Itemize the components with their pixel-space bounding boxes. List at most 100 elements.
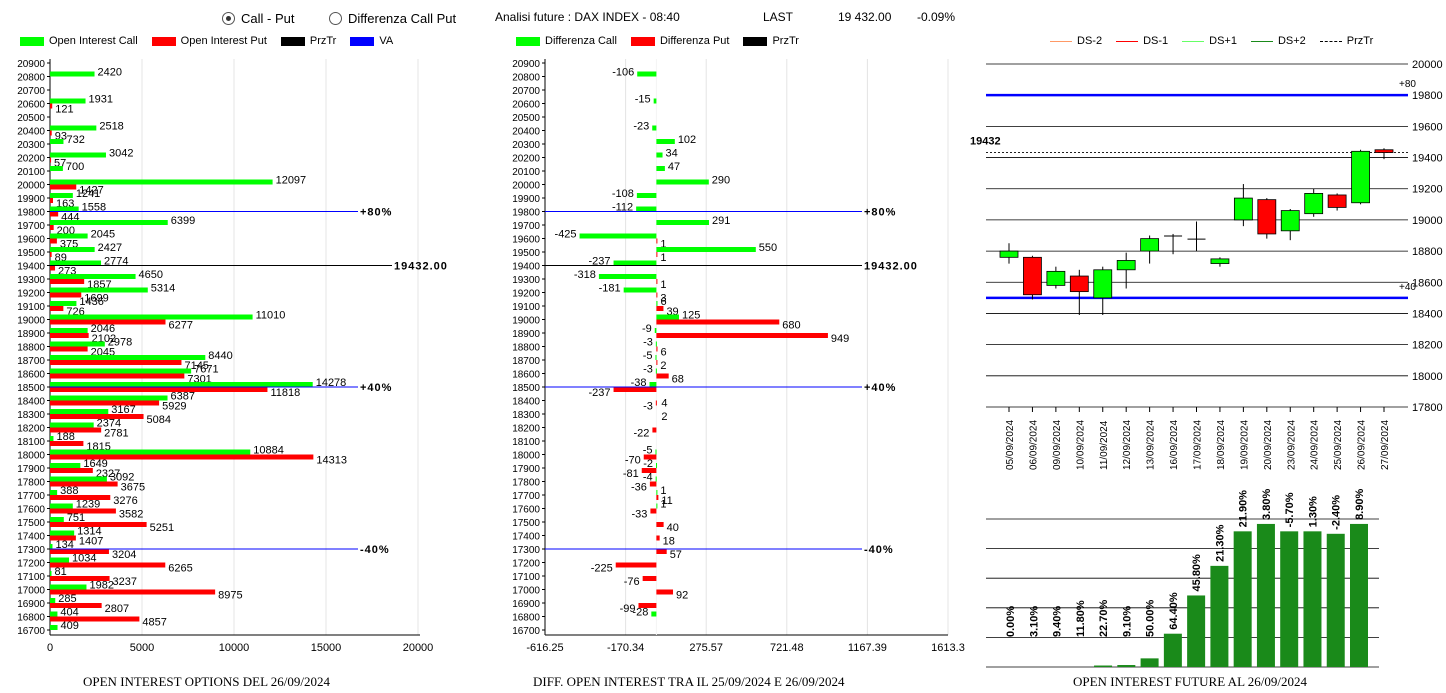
put-value-label: 1407 [79, 536, 103, 548]
call-value-label: 1931 [89, 94, 113, 106]
diff-call-value-label: -425 [555, 229, 577, 241]
put-value-label: 2807 [105, 603, 129, 615]
legend-label: DS-1 [1143, 35, 1169, 47]
put-bar [50, 265, 56, 271]
radio-differenza-dot[interactable] [329, 12, 342, 25]
diff-call-value-label: -15 [635, 94, 651, 106]
strike-label: 17600 [512, 505, 540, 516]
price-tick-label: 19000 [1412, 215, 1443, 227]
strike-label: 20900 [512, 59, 540, 70]
legend-swatch [1319, 40, 1342, 42]
strike-label: 17100 [512, 572, 540, 583]
put-bar [50, 603, 102, 608]
strike-label: 17600 [17, 505, 45, 516]
diff-call-value-label: -5 [643, 445, 653, 457]
strike-label: 19200 [512, 289, 540, 300]
put-bar [50, 549, 109, 554]
diff-call-bar [636, 193, 657, 198]
strike-label: 18600 [512, 370, 540, 381]
strike-label: 19800 [17, 208, 45, 219]
date-label: 05/09/2024 [1005, 420, 1016, 470]
strike-label: 17800 [512, 478, 540, 489]
strike-label: 17900 [512, 464, 540, 475]
strike-label: 20200 [17, 154, 45, 165]
call-value-label: 1982 [89, 580, 113, 592]
radio-call-put-dot[interactable] [222, 12, 235, 25]
call-bar [50, 355, 206, 360]
legend-swatch [1116, 40, 1139, 42]
radio-call-put[interactable]: Call - Put [222, 11, 294, 26]
legend-label: PrzTr [1346, 35, 1374, 47]
put-bar [50, 319, 166, 325]
call-value-label: 388 [60, 485, 78, 497]
call-bar [50, 341, 105, 347]
x-tick-label: -616.25 [526, 642, 563, 654]
oi-bar [1233, 531, 1252, 667]
call-bar [50, 260, 102, 266]
price-tick-label: 19600 [1412, 121, 1443, 133]
candle-body [1233, 197, 1253, 221]
date-label: 19/09/2024 [1239, 420, 1250, 470]
candle-body [1257, 199, 1277, 235]
diff-put-bar [656, 549, 667, 554]
diff-call-bar [636, 206, 657, 212]
strike-label: 18900 [512, 329, 540, 340]
put-bar [50, 292, 82, 298]
call-bar [50, 503, 73, 509]
put-bar [50, 252, 52, 257]
date-label: 23/09/2024 [1286, 420, 1297, 470]
radio-differenza[interactable]: Differenza Call Put [329, 11, 456, 26]
call-bar [50, 139, 64, 144]
strike-label: 16700 [17, 626, 45, 637]
call-bar [50, 220, 168, 225]
strike-label: 19400 [17, 262, 45, 273]
oi-bar [1163, 633, 1182, 667]
oi-value-label: 50.00% [1145, 599, 1157, 637]
oi-bar [1140, 658, 1159, 667]
reference-label: +40% [864, 382, 896, 394]
diff-call-bar [649, 382, 657, 387]
legend-item-ds-1: DS-1 [1116, 35, 1168, 47]
call-value-label: 1558 [82, 202, 106, 214]
strike-label: 20000 [512, 181, 540, 192]
diff-call-bar [637, 71, 657, 77]
candle-body [1187, 238, 1206, 240]
strike-label: 17500 [512, 518, 540, 529]
strike-label: 19900 [512, 194, 540, 205]
diff-put-bar [656, 373, 669, 379]
strike-label: 18400 [17, 397, 45, 408]
call-value-label: 188 [56, 431, 74, 443]
x-tick-label: 10000 [219, 642, 250, 654]
date-label: 10/09/2024 [1075, 420, 1086, 470]
put-value-label: 14313 [316, 455, 347, 467]
legend-swatch [1182, 40, 1205, 42]
diff-call-bar [656, 463, 658, 468]
diff-call-bar [656, 490, 658, 495]
diff-call-value-label: -112 [612, 202, 633, 214]
put-value-label: 3582 [119, 509, 143, 521]
call-bar [50, 598, 56, 603]
diff-put-bar [638, 603, 657, 608]
call-value-label: 2420 [98, 67, 122, 79]
call-value-label: 1436 [79, 296, 103, 308]
call-value-label: 14278 [316, 377, 347, 389]
diff-call-bar [656, 314, 679, 320]
strike-label: 17500 [17, 518, 45, 529]
strike-label: 19700 [17, 221, 45, 232]
strike-label: 19000 [512, 316, 540, 327]
oi-value-label: 1.30% [1307, 496, 1319, 527]
oi-value-label: 21.30% [1214, 524, 1226, 562]
footer-middle-title: DIFF. OPEN INTEREST TRA IL 25/09/2024 E … [533, 674, 845, 689]
diff-put-value-label: 3 [660, 293, 666, 305]
diff-put-value-label: 1 [660, 252, 666, 264]
call-value-label: 2045 [91, 229, 115, 241]
diff-call-value-label: 550 [759, 242, 777, 254]
legend-swatch [516, 36, 540, 46]
diff-call-value-label: -23 [633, 121, 649, 133]
put-bar [50, 414, 144, 419]
call-bar [50, 544, 53, 549]
candle-body [1164, 235, 1183, 237]
call-value-label: 700 [66, 161, 84, 173]
call-bar [50, 611, 58, 617]
legend-swatch [630, 36, 655, 46]
